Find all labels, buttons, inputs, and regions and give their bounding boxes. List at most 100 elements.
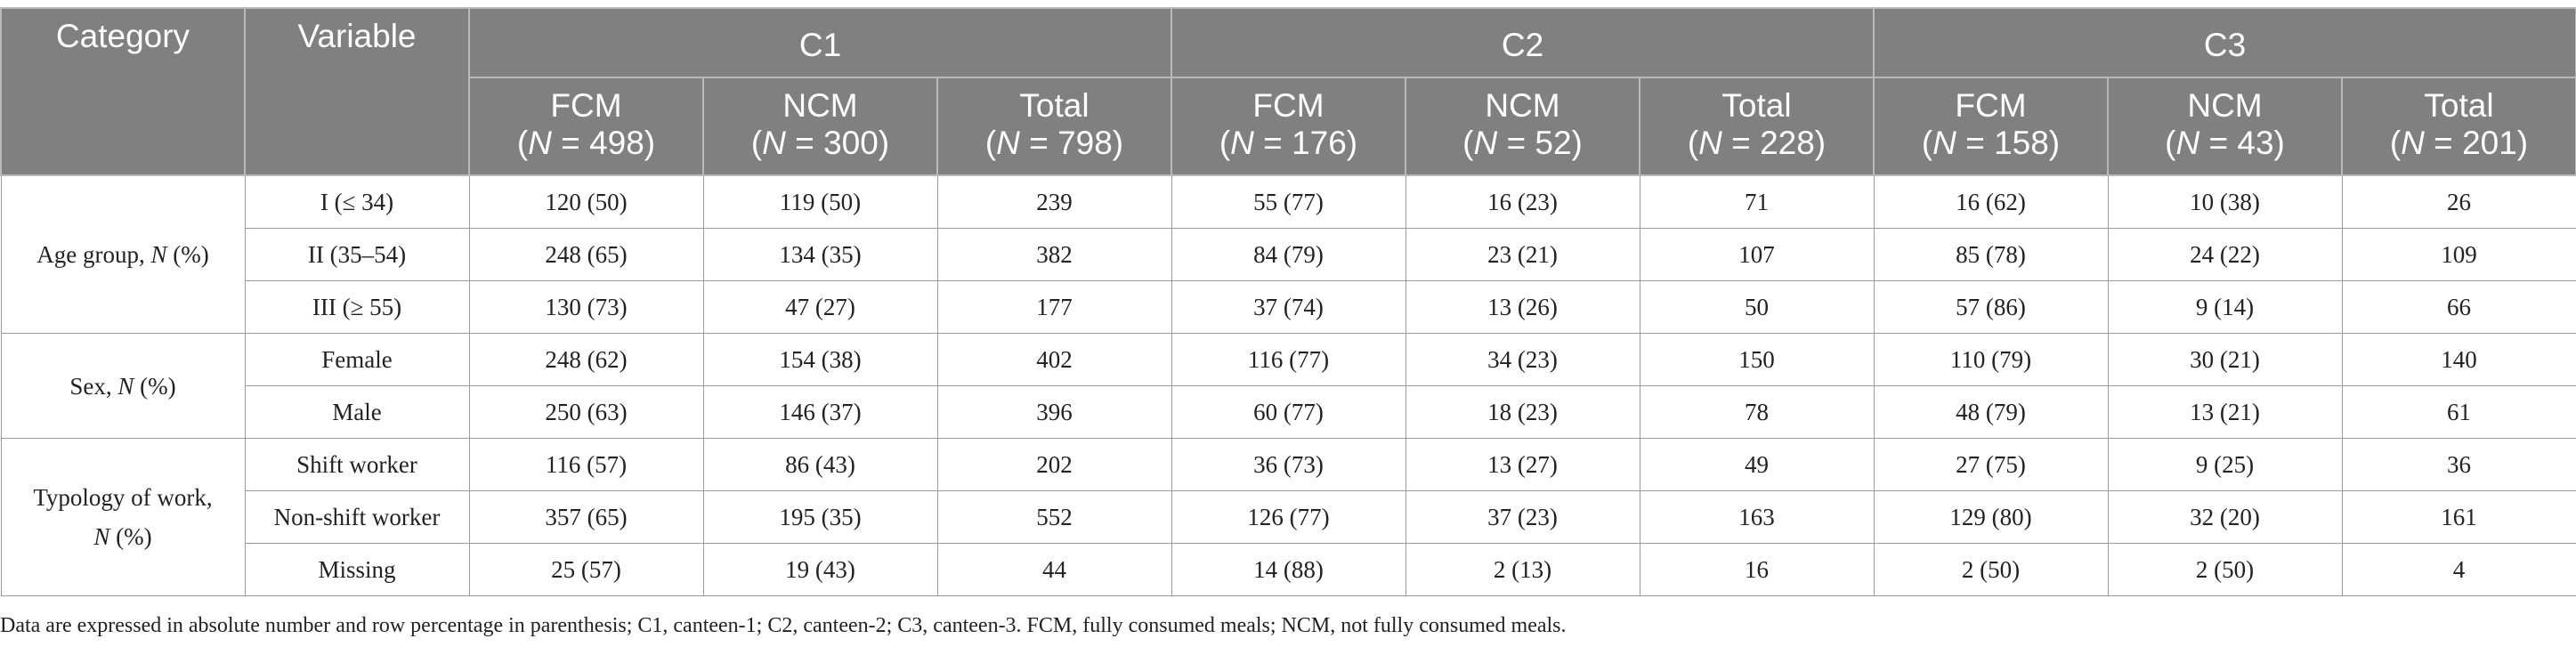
- value-cell: 119 (50): [702, 174, 938, 229]
- value-cell: 60 (77): [1171, 385, 1406, 439]
- value-cell: 24 (22): [2107, 228, 2343, 281]
- value-cell: 37 (23): [1405, 490, 1640, 544]
- value-cell: 195 (35): [702, 490, 938, 544]
- subheader-ncm: NCM (N = 52): [1405, 77, 1640, 176]
- value-cell: 130 (73): [468, 280, 704, 334]
- value-cell: 116 (57): [468, 438, 704, 491]
- value-cell: 34 (23): [1405, 333, 1640, 386]
- category-label-part: (%): [109, 523, 152, 550]
- table-row: Missing 25 (57) 19 (43) 44 14 (88) 2 (13) 16 2 …: [1, 543, 2576, 596]
- table-row: Male 250 (63) 146 (37) 396 60 (77) 18 (23) 78 4…: [1, 385, 2576, 439]
- subheader-n-symbol: N: [1230, 125, 1254, 161]
- subheader-n-open: (: [2165, 125, 2176, 161]
- header-variable: Variable: [244, 7, 470, 176]
- category-cell: Sex, N (%): [0, 333, 246, 439]
- subheader-label: NCM: [2187, 87, 2263, 124]
- value-cell: 382: [936, 228, 1172, 281]
- value-cell: 161: [2341, 490, 2576, 544]
- value-cell: 2 (50): [1873, 543, 2109, 596]
- value-cell: 47 (27): [702, 280, 938, 334]
- value-cell: 55 (77): [1171, 174, 1406, 229]
- variable-cell: Missing: [244, 543, 470, 596]
- value-cell: 32 (20): [2107, 490, 2343, 544]
- subheader-label: Total: [1019, 87, 1090, 124]
- subheader-n-open: (: [1219, 125, 1231, 161]
- variable-cell: Shift worker: [244, 438, 470, 491]
- subheader-n-open: (: [984, 125, 997, 161]
- table-body: Age group, N (%) I (≤ 34) 120 (50) 119 (50)…: [0, 174, 2576, 596]
- value-cell: 25 (57): [468, 543, 704, 596]
- value-cell: 48 (79): [1873, 385, 2109, 439]
- value-cell: 134 (35): [702, 228, 938, 281]
- subheader-n-open: (: [2389, 125, 2402, 161]
- subheader-fcm: FCM (N = 176): [1171, 77, 1406, 176]
- header-group-c1: C1: [468, 7, 1172, 78]
- subheader-n-value: = 52): [1497, 125, 1583, 161]
- subheader-n-symbol: N: [2401, 125, 2425, 161]
- value-cell: 84 (79): [1171, 228, 1406, 281]
- subheader-n-symbol: N: [762, 125, 786, 161]
- table-row: Non-shift worker 357 (65) 195 (35) 552 126 (…: [1, 490, 2576, 544]
- variable-cell: Female: [244, 333, 470, 386]
- category-label-part: N: [93, 523, 110, 550]
- variable-cell: III (≥ 55): [244, 280, 470, 334]
- category-label-part: N: [117, 372, 134, 400]
- subheader-ncm: NCM (N = 43): [2107, 77, 2343, 176]
- subheader-n-value: = 300): [785, 125, 890, 161]
- value-cell: 396: [936, 385, 1172, 439]
- subheader-n-value: = 228): [1721, 125, 1827, 161]
- table-row: Typology of work, N (%) Shift worker 116 (5…: [0, 438, 2576, 596]
- subheader-ncm: NCM (N = 300): [702, 77, 938, 176]
- subheader-n-value: = 176): [1253, 125, 1358, 161]
- value-cell: 16 (62): [1873, 174, 2109, 229]
- value-cell: 552: [936, 490, 1172, 544]
- value-cell: 146 (37): [702, 385, 938, 439]
- subheader-fcm: FCM (N = 158): [1873, 77, 2109, 176]
- value-cell: 36: [2341, 438, 2576, 491]
- value-cell: 14 (88): [1171, 543, 1406, 596]
- subheader-n-value: = 43): [2199, 125, 2285, 161]
- value-cell: 49: [1639, 438, 1875, 491]
- category-label-part: (%): [134, 372, 176, 400]
- subheader-n-open: (: [1462, 125, 1474, 161]
- value-cell: 120 (50): [468, 174, 704, 229]
- value-cell: 239: [936, 174, 1172, 229]
- subheader-n-symbol: N: [1932, 125, 1956, 161]
- value-cell: 18 (23): [1405, 385, 1640, 439]
- value-cell: 116 (77): [1171, 333, 1406, 386]
- category-cell: Typology of work, N (%): [0, 438, 246, 596]
- value-cell: 9 (25): [2107, 438, 2343, 491]
- value-cell: 23 (21): [1405, 228, 1640, 281]
- variable-cell: II (35–54): [244, 228, 470, 281]
- subheader-total: Total (N = 798): [936, 77, 1172, 176]
- subheader-n-value: = 798): [1019, 125, 1124, 161]
- value-cell: 13 (21): [2107, 385, 2343, 439]
- subheader-fcm: FCM (N = 498): [468, 77, 704, 176]
- subheader-n-symbol: N: [1698, 125, 1722, 161]
- value-cell: 16 (23): [1405, 174, 1640, 229]
- subheader-n-value: = 498): [551, 125, 656, 161]
- subheader-n-symbol: N: [996, 125, 1020, 161]
- value-cell: 248 (65): [468, 228, 704, 281]
- subheader-n-open: (: [1921, 125, 1933, 161]
- subheader-row: FCM (N = 498) NCM (N = 300) Total (N = 798) FC…: [1, 77, 2576, 176]
- value-cell: 110 (79): [1873, 333, 2109, 386]
- value-cell: 19 (43): [702, 543, 938, 596]
- value-cell: 150: [1639, 333, 1875, 386]
- category-label-part: Sex,: [69, 372, 118, 400]
- value-cell: 248 (62): [468, 333, 704, 386]
- value-cell: 9 (14): [2107, 280, 2343, 334]
- value-cell: 402: [936, 333, 1172, 386]
- subheader-n-symbol: N: [2175, 125, 2200, 161]
- value-cell: 37 (74): [1171, 280, 1406, 334]
- category-label-part: N: [150, 241, 167, 268]
- value-cell: 140: [2341, 333, 2576, 386]
- value-cell: 85 (78): [1873, 228, 2109, 281]
- value-cell: 16: [1639, 543, 1875, 596]
- value-cell: 129 (80): [1873, 490, 2109, 544]
- subheader-n-value: = 201): [2424, 125, 2529, 161]
- category-label-part: Typology of work,: [33, 484, 213, 511]
- subheader-n-open: (: [750, 125, 763, 161]
- value-cell: 27 (75): [1873, 438, 2109, 491]
- value-cell: 13 (26): [1405, 280, 1640, 334]
